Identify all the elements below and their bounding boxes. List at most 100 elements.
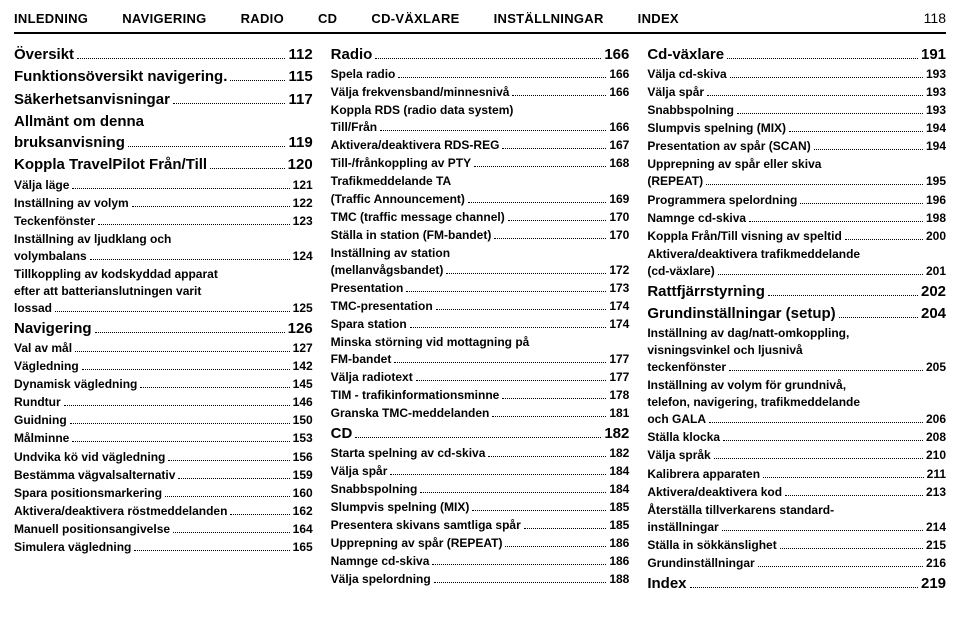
toc-entry[interactable]: Val av mål127 (14, 340, 313, 357)
toc-entry[interactable]: Aktivera/deaktivera röstmeddelanden162 (14, 503, 313, 520)
toc-entry[interactable]: Presentation173 (331, 280, 630, 297)
toc-entry[interactable]: Namnge cd-skiva198 (647, 210, 946, 227)
toc-entry[interactable]: inställningar214 (647, 519, 946, 536)
toc-entry[interactable]: TMC-presentation174 (331, 298, 630, 315)
toc-entry[interactable]: CD182 (331, 423, 630, 444)
toc-entry[interactable]: Översikt112 (14, 44, 313, 65)
toc-entry[interactable]: Starta spelning av cd-skiva182 (331, 445, 630, 462)
toc-entry[interactable]: volymbalans124 (14, 248, 313, 265)
toc-entry[interactable]: TIM - trafikinformationsminne178 (331, 387, 630, 404)
toc-entry[interactable]: Grundinställningar216 (647, 555, 946, 572)
toc-entry[interactable]: (cd-växlare)201 (647, 263, 946, 280)
toc-entry-page: 160 (293, 485, 313, 502)
toc-entry[interactable]: Spara station174 (331, 316, 630, 333)
toc-entry[interactable]: Säkerhetsanvisningar117 (14, 89, 313, 110)
toc-entry[interactable]: TMC (traffic message channel)170 (331, 209, 630, 226)
toc-entry[interactable]: Spara positionsmarkering160 (14, 485, 313, 502)
toc-entry[interactable]: Ställa in sökkänslighet215 (647, 537, 946, 554)
toc-entry[interactable]: Dynamisk vägledning145 (14, 376, 313, 393)
toc-entry-label[interactable]: Inställning av ljudklang och (14, 231, 313, 248)
toc-dots (758, 566, 923, 567)
toc-entry[interactable]: Till-/frånkoppling av PTY168 (331, 155, 630, 172)
toc-entry-label[interactable]: Inställning av station (331, 245, 630, 262)
toc-entry-label[interactable]: Tillkoppling av kodskyddad apparat (14, 266, 313, 283)
toc-entry-cont[interactable]: visningsvinkel och ljusnivå (647, 342, 946, 359)
toc-entry[interactable]: Välja cd-skiva193 (647, 66, 946, 83)
tab-navigering[interactable]: NAVIGERING (122, 11, 206, 26)
tab-index[interactable]: INDEX (638, 11, 679, 26)
toc-entry-label[interactable]: Trafikmeddelande TA (331, 173, 630, 190)
toc-entry[interactable]: Målminne153 (14, 430, 313, 447)
toc-entry[interactable]: Funktionsöversikt navigering.115 (14, 66, 313, 87)
toc-entry[interactable]: Koppla TravelPilot Från/Till120 (14, 154, 313, 175)
toc-entry[interactable]: Välja språk210 (647, 447, 946, 464)
toc-entry-label[interactable]: Minska störning vid mottagning på (331, 334, 630, 351)
toc-entry[interactable]: Välja spår184 (331, 463, 630, 480)
toc-entry[interactable]: Koppla Från/Till visning av speltid200 (647, 228, 946, 245)
toc-entry[interactable]: (REPEAT)195 (647, 173, 946, 190)
toc-entry[interactable]: Ställa klocka208 (647, 429, 946, 446)
toc-entry[interactable]: Index219 (647, 573, 946, 594)
toc-entry[interactable]: Snabbspolning193 (647, 102, 946, 119)
tab-inställningar[interactable]: INSTÄLLNINGAR (494, 11, 604, 26)
toc-entry-page: 121 (293, 177, 313, 194)
toc-entry[interactable]: Aktivera/deaktivera kod213 (647, 484, 946, 501)
toc-entry[interactable]: Guidning150 (14, 412, 313, 429)
toc-entry-label: Presentera skivans samtliga spår (331, 517, 521, 534)
toc-entry[interactable]: Granska TMC-meddelanden181 (331, 405, 630, 422)
toc-entry[interactable]: Teckenfönster123 (14, 213, 313, 230)
toc-entry[interactable]: (mellanvågsbandet)172 (331, 262, 630, 279)
toc-entry[interactable]: Välja spelordning188 (331, 571, 630, 588)
toc-entry[interactable]: Välja spår193 (647, 84, 946, 101)
toc-entry[interactable]: och GALA206 (647, 411, 946, 428)
toc-entry[interactable]: Rundtur146 (14, 394, 313, 411)
toc-entry[interactable]: Till/Från166 (331, 119, 630, 136)
toc-entry[interactable]: Rattfjärrstyrning202 (647, 281, 946, 302)
toc-entry[interactable]: teckenfönster205 (647, 359, 946, 376)
toc-entry-cont[interactable]: telefon, navigering, trafikmeddelande (647, 394, 946, 411)
tab-inledning[interactable]: INLEDNING (14, 11, 88, 26)
toc-entry[interactable]: Ställa in station (FM-bandet)170 (331, 227, 630, 244)
tab-cd[interactable]: CD (318, 11, 337, 26)
toc-entry-cont[interactable]: efter att batterianslutningen varit (14, 283, 313, 300)
toc-entry[interactable]: Cd-växlare191 (647, 44, 946, 65)
toc-entry[interactable]: Bestämma vägvalsalternativ159 (14, 467, 313, 484)
toc-entry[interactable]: Inställning av volym122 (14, 195, 313, 212)
toc-entry[interactable]: Slumpvis spelning (MIX)185 (331, 499, 630, 516)
toc-entry-label[interactable]: Inställning av volym för grundnivå, (647, 377, 946, 394)
toc-entry[interactable]: FM-bandet177 (331, 351, 630, 368)
toc-entry[interactable]: Upprepning av spår (REPEAT)186 (331, 535, 630, 552)
toc-entry-label[interactable]: Aktivera/deaktivera trafikmeddelande (647, 246, 946, 263)
toc-entry-label[interactable]: Återställa tillverkarens standard- (647, 502, 946, 519)
toc-entry[interactable]: Vägledning142 (14, 358, 313, 375)
toc-entry[interactable]: Navigering126 (14, 318, 313, 339)
toc-entry[interactable]: Programmera spelordning196 (647, 192, 946, 209)
toc-entry[interactable]: Manuell positionsangivelse164 (14, 521, 313, 538)
toc-entry[interactable]: Välja läge121 (14, 177, 313, 194)
toc-entry[interactable]: bruksanvisning119 (14, 132, 313, 153)
toc-entry[interactable]: Kalibrera apparaten211 (647, 466, 946, 483)
toc-entry[interactable]: Radio166 (331, 44, 630, 65)
tab-radio[interactable]: RADIO (241, 11, 284, 26)
toc-entry[interactable]: Presentera skivans samtliga spår185 (331, 517, 630, 534)
toc-entry[interactable]: Presentation av spår (SCAN)194 (647, 138, 946, 155)
toc-entry[interactable]: Namnge cd-skiva186 (331, 553, 630, 570)
toc-entry[interactable]: Välja radiotext177 (331, 369, 630, 386)
toc-entry-label[interactable]: Koppla RDS (radio data system) (331, 102, 630, 119)
toc-dots (789, 131, 923, 132)
toc-entry-label[interactable]: Inställning av dag/natt-omkoppling, (647, 325, 946, 342)
toc-entry-label[interactable]: Upprepning av spår eller skiva (647, 156, 946, 173)
toc-entry-label[interactable]: Allmänt om denna (14, 111, 313, 132)
toc-entry[interactable]: Aktivera/deaktivera RDS-REG167 (331, 137, 630, 154)
tab-cd-växlare[interactable]: CD-VÄXLARE (371, 11, 459, 26)
toc-entry[interactable]: Grundinställningar (setup)204 (647, 303, 946, 324)
toc-entry[interactable]: Slumpvis spelning (MIX)194 (647, 120, 946, 137)
toc-entry[interactable]: Snabbspolning184 (331, 481, 630, 498)
toc-entry[interactable]: Undvika kö vid vägledning156 (14, 449, 313, 466)
toc-entry[interactable]: (Traffic Announcement)169 (331, 191, 630, 208)
toc-entry[interactable]: Spela radio166 (331, 66, 630, 83)
toc-entry[interactable]: lossad125 (14, 300, 313, 317)
toc-entry[interactable]: Välja frekvensband/minnesnivå166 (331, 84, 630, 101)
toc-entry-cont: (REPEAT) (647, 173, 703, 190)
toc-entry[interactable]: Simulera vägledning165 (14, 539, 313, 556)
